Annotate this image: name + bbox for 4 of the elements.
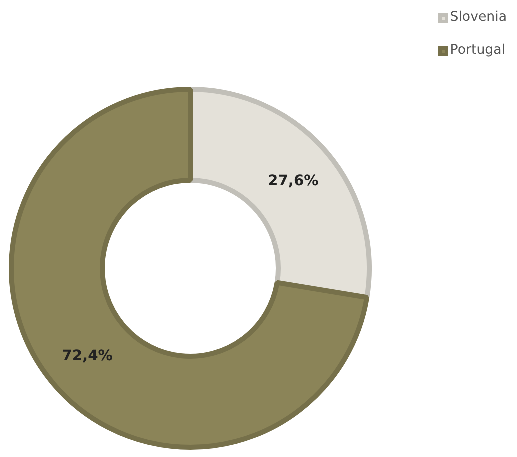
data-label: 72,4% bbox=[62, 347, 114, 364]
legend-label: Slovenia bbox=[450, 10, 507, 25]
data-label: 27,6% bbox=[268, 172, 320, 190]
legend-label: Portugal bbox=[450, 43, 506, 58]
